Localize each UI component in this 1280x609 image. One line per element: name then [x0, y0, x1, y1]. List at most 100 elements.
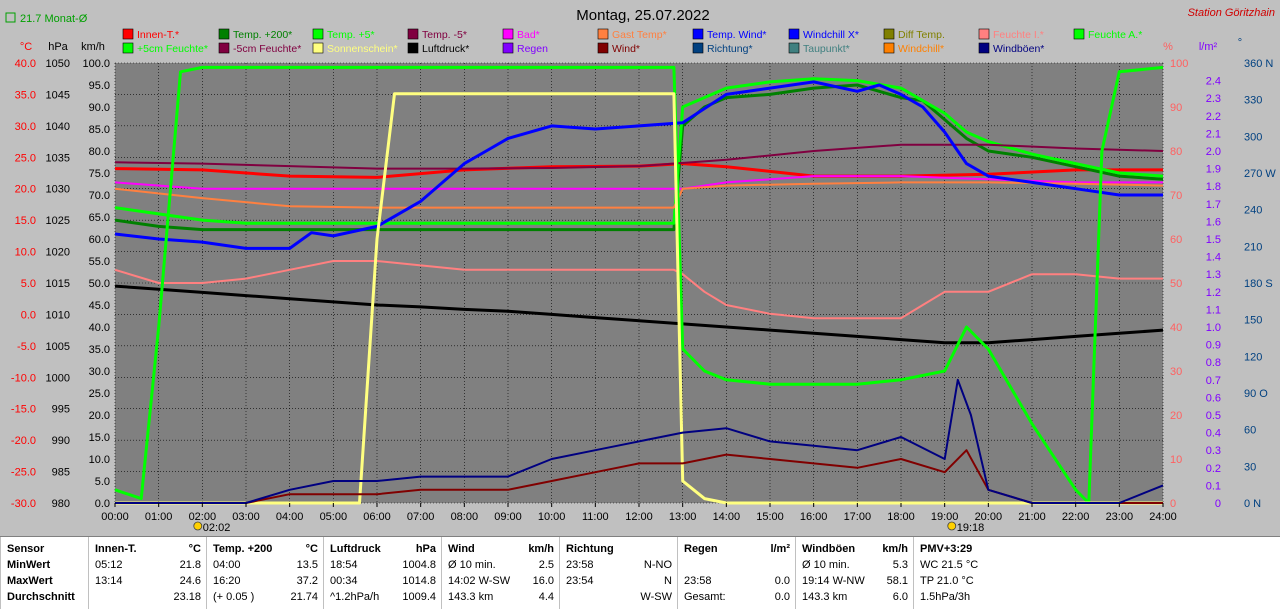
stats-cell-label: Ø 10 min.: [802, 559, 850, 571]
x-tick-label: 21:00: [1018, 511, 1046, 523]
sunset-icon: [947, 521, 957, 531]
stats-header-label: Windböen: [802, 543, 856, 555]
stats-column: PMV+3:29 WC 21.5 °C TP 21.0 °C 1.5hPa/3h: [913, 537, 1034, 609]
hpa-tick-label: 1000: [46, 372, 70, 384]
rain-tick-label: 0.9: [1206, 340, 1221, 352]
rain-tick-label: 1.3: [1206, 269, 1221, 281]
legend-label: -5cm Feuchte*: [233, 43, 301, 55]
stats-row: 23:58 N-NO: [566, 559, 672, 575]
stats-row: 00:34 1014.8: [330, 575, 436, 591]
percent-tick-label: 0: [1170, 498, 1176, 510]
percent-tick-label: 40: [1170, 322, 1182, 334]
series-temp-5: [114, 77, 1164, 225]
grid: [114, 62, 1164, 504]
legend-swatch: [502, 42, 514, 54]
celsius-tick-label: -20.0: [11, 435, 36, 447]
legend-swatch: [597, 42, 609, 54]
legend-label: Temp. +200*: [233, 29, 292, 41]
stats-header: PMV+3:29: [920, 543, 1028, 559]
kmh-tick-label: 60.0: [89, 234, 110, 246]
station-name: Station Göritzhain: [1188, 7, 1275, 19]
rain-tick-label: 0.5: [1206, 410, 1221, 422]
x-tick-label: 22:00: [1062, 511, 1090, 523]
percent-tick-label: 10: [1170, 454, 1182, 466]
stats-row: WC 21.5 °C: [920, 559, 1028, 575]
stats-cell-label: 14:02 W-SW: [448, 575, 511, 587]
stats-header-unit: °C: [188, 543, 201, 555]
percent-tick-label: 70: [1170, 190, 1182, 202]
stats-column: Innen-T. °C 05:12 21.8 13:14 24.6 23.18: [88, 537, 207, 609]
legend-swatch: [407, 42, 419, 54]
legend-label: Regen: [517, 43, 548, 55]
kmh-tick-label: 55.0: [89, 256, 110, 268]
stats-header-label: Innen-T.: [95, 543, 137, 555]
x-tick-label: 05:00: [320, 511, 348, 523]
celsius-tick-label: -30.0: [11, 498, 36, 510]
stats-cell-label: 1.5hPa/3h: [920, 591, 971, 603]
legend-label: Bad*: [517, 29, 540, 41]
stats-cell-value: 58.1: [886, 575, 908, 587]
stats-cell-value: 24.6: [179, 575, 201, 587]
hpa-tick-label: 1015: [46, 278, 70, 290]
stats-cell-value: 0.0: [774, 575, 790, 587]
stats-cell-value: W-SW: [640, 591, 672, 603]
kmh-tick-label: 85.0: [89, 124, 110, 136]
celsius-tick-label: 30.0: [15, 121, 36, 133]
kmh-tick-label: 70.0: [89, 190, 110, 202]
stats-header-label: Wind: [448, 543, 475, 555]
kmh-tick-label: 50.0: [89, 278, 110, 290]
x-tick-label: 18:00: [887, 511, 915, 523]
legend-label: Windböen*: [993, 43, 1044, 55]
rain-tick-label: 1.8: [1206, 181, 1221, 193]
legend-swatch: [883, 42, 895, 54]
celsius-tick-label: 5.0: [21, 278, 36, 290]
weather-chart: 00:00 01:00 02:00 03:00 04:00 05:00 06:00 07:00…: [5, 7, 1277, 534]
stats-row: W-SW: [566, 591, 672, 607]
stats-column: Richtung 23:58 N-NO 23:54 N W-SW: [559, 537, 678, 609]
stats-header-label: PMV+3:29: [920, 543, 973, 555]
stats-header: Temp. +200 °C: [213, 543, 318, 559]
stats-column: Regen l/m² 23:58 0.0 Gesamt: 0.0: [677, 537, 796, 609]
stats-cell-value: 1014.8: [402, 575, 436, 587]
stats-row: (+ 0.05 ) 21.74: [213, 591, 318, 607]
direction-tick-label: 0 N: [1244, 498, 1261, 510]
sunrise-label: 02:02: [203, 522, 231, 534]
rain-tick-label: 1.9: [1206, 164, 1221, 176]
x-tick-label: 19:00: [931, 511, 959, 523]
rain-tick-label: 0.4: [1206, 428, 1221, 440]
x-tick-label: 16:00: [800, 511, 828, 523]
legend-swatch: [218, 42, 230, 54]
stats-cell-label: ^1.2hPa/h: [330, 591, 380, 603]
rain-tick-label: 0.2: [1206, 463, 1221, 475]
kmh-tick-label: 15.0: [89, 432, 110, 444]
chart-title: Montag, 25.07.2022: [576, 7, 709, 24]
x-tick-label: 01:00: [145, 511, 173, 523]
stats-header-unit: km/h: [882, 543, 908, 555]
sunrise-icon: [193, 521, 203, 531]
kmh-tick-label: 35.0: [89, 344, 110, 356]
stats-column: Sensor MinWert MaxWert Durchschnitt: [0, 537, 89, 609]
legend-label: Gast Temp*: [612, 29, 667, 41]
legend-swatch: [883, 28, 895, 40]
percent-tick-label: 90: [1170, 102, 1182, 114]
x-tick-label: 15:00: [756, 511, 784, 523]
stats-header-label: Luftdruck: [330, 543, 381, 555]
direction-tick-label: 90 O: [1244, 388, 1268, 400]
rain-tick-label: 0.1: [1206, 480, 1221, 492]
stats-row: 143.3 km 4.4: [448, 591, 554, 607]
percent-tick-label: 60: [1170, 234, 1182, 246]
legend-swatch: [978, 28, 990, 40]
stats-row: 143.3 km 6.0: [802, 591, 908, 607]
x-tick-label: 23:00: [1106, 511, 1134, 523]
stats-row: 1.5hPa/3h: [920, 591, 1028, 607]
rain-tick-label: 2.3: [1206, 93, 1221, 105]
rain-tick-label: 1.7: [1206, 199, 1221, 211]
stats-header-label: Sensor: [7, 543, 45, 555]
legend-swatch: [788, 28, 800, 40]
series-sonnenschein: [115, 92, 1163, 505]
legend-label: Sonnenschein*: [327, 43, 398, 55]
percent-tick-label: 20: [1170, 410, 1182, 422]
stats-cell-value: 21.74: [290, 591, 318, 603]
stats-cell-value: 5.3: [892, 559, 908, 571]
stats-cell-label: Ø 10 min.: [448, 559, 496, 571]
